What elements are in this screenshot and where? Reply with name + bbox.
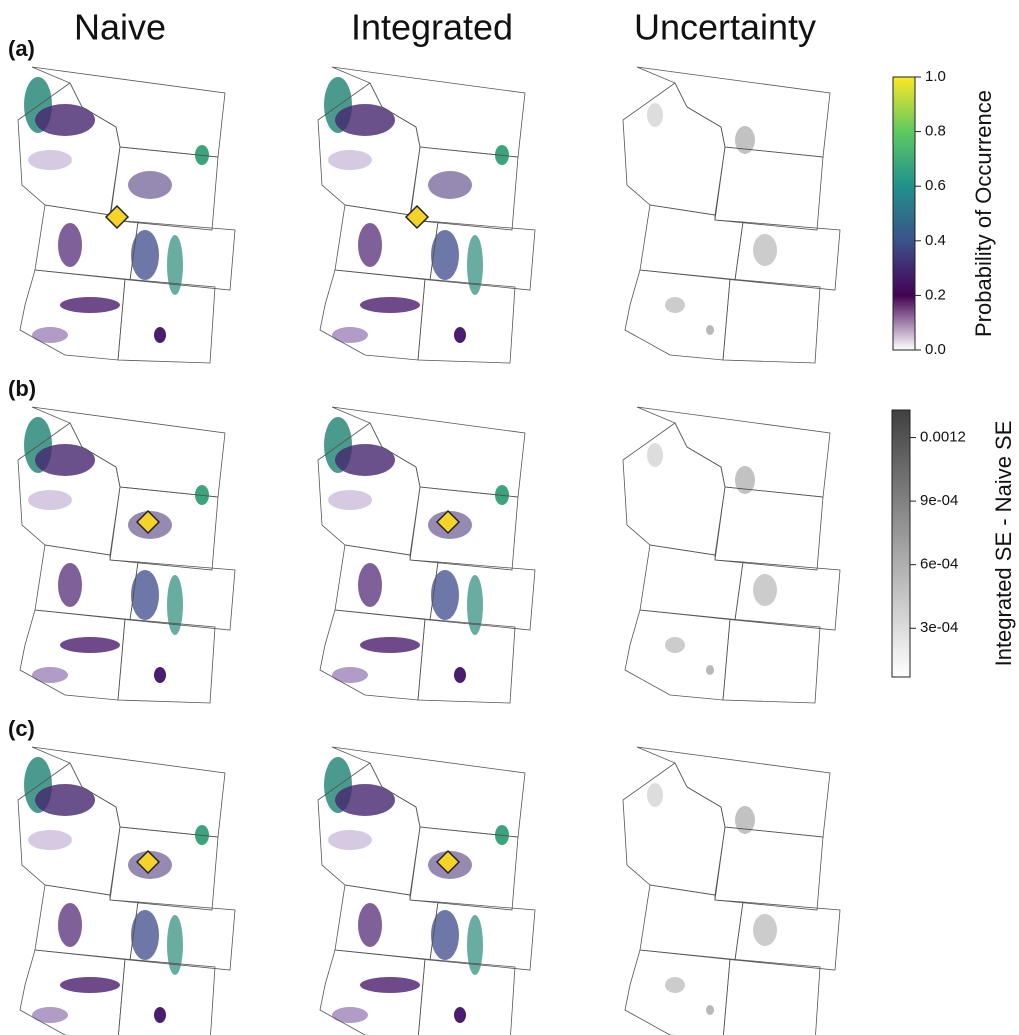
map-panel [317,66,536,364]
colorbar-tick-label: 1.0 [925,68,946,85]
map-fill [647,783,777,1015]
site-marker [404,204,430,230]
row-label: (c) [8,716,35,741]
colorbar-title: Probability of Occurrence [971,90,996,337]
row-label: (b) [8,376,36,401]
map-fill [24,417,209,683]
map-panel [17,746,236,1035]
map-panel [317,746,536,1035]
colorbar-tick-label: 0.8 [925,123,946,140]
site-marker [135,849,161,875]
colorbar [892,76,916,351]
site-marker [435,509,461,535]
colorbar [891,409,911,678]
colorbar-tick-label: 0.4 [925,232,946,249]
colorbar-tick-label: 0.0012 [920,429,966,446]
map-panel [17,66,236,364]
colorbar-tick-label: 3e-04 [920,619,958,636]
map-panel [622,406,841,704]
site-marker [135,509,161,535]
map-fill [647,443,777,675]
colorbar-tick-label: 0.6 [925,177,946,194]
site-marker [435,849,461,875]
map-fill [324,757,509,1023]
map-panel [317,406,536,704]
column-title: Naive [74,7,166,48]
colorbar-tick-label: 0.2 [925,286,946,303]
map-fill [324,417,509,683]
site-marker [104,204,130,230]
map-panel [622,66,841,364]
column-title: Uncertainty [634,7,816,48]
map-fill [647,103,777,335]
map-panel [622,746,841,1035]
colorbar-title: Integrated SE - Naive SE [991,421,1016,667]
colorbar-tick-label: 9e-04 [920,492,958,509]
map-panel [17,406,236,704]
map-fill [24,757,209,1023]
row-label: (a) [8,36,35,61]
colorbar-tick-label: 0.0 [925,341,946,358]
column-title: Integrated [351,7,513,48]
colorbar-tick-label: 6e-04 [920,556,958,573]
